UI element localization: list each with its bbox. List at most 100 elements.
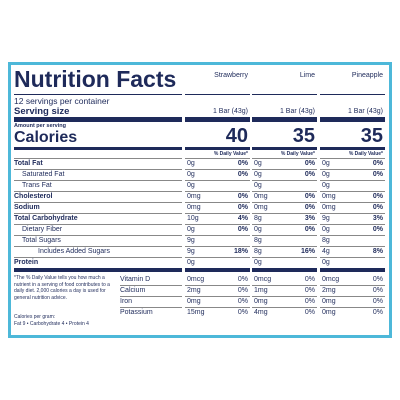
nutrition-label: Nutrition Facts Strawberry Lime Pineapple 12… bbox=[8, 62, 392, 338]
amount: 9g bbox=[187, 237, 195, 244]
nutrient-name: Dietary Fiber bbox=[22, 226, 63, 233]
daily-value: 0% bbox=[237, 160, 248, 167]
daily-value: 0% bbox=[304, 309, 315, 316]
daily-value: 3% bbox=[304, 215, 315, 222]
rule bbox=[185, 202, 250, 203]
footnote: *The % Daily Value tells you how much a … bbox=[14, 275, 110, 301]
daily-value: 18% bbox=[233, 248, 248, 255]
amount-per-serving: Amount per serving bbox=[14, 123, 66, 129]
amount: 0g bbox=[322, 259, 330, 266]
calories-label: Calories bbox=[14, 129, 78, 146]
rule bbox=[14, 191, 182, 192]
daily-value: 3% bbox=[372, 215, 383, 222]
rule bbox=[185, 94, 250, 95]
amount: 0mg bbox=[322, 193, 336, 200]
rule bbox=[14, 235, 182, 236]
rule bbox=[14, 257, 182, 258]
rule bbox=[14, 117, 182, 122]
rule bbox=[120, 307, 182, 308]
daily-value: 16% bbox=[300, 248, 315, 255]
rule bbox=[14, 268, 182, 272]
amount: 0mg bbox=[254, 193, 268, 200]
rule bbox=[185, 246, 250, 247]
rule bbox=[185, 213, 250, 214]
amount: 0mg bbox=[322, 298, 336, 305]
rule bbox=[185, 191, 250, 192]
daily-value: 0% bbox=[372, 193, 383, 200]
daily-value: 0% bbox=[304, 204, 315, 211]
rule bbox=[252, 307, 317, 308]
daily-value: 0% bbox=[372, 298, 383, 305]
daily-value: 0% bbox=[372, 309, 383, 316]
amount: 0g bbox=[254, 259, 262, 266]
amount: 4mg bbox=[254, 309, 268, 316]
daily-value: 0% bbox=[304, 160, 315, 167]
rule bbox=[185, 268, 250, 272]
rule bbox=[185, 117, 250, 122]
flavor-header: Pineapple bbox=[351, 72, 383, 79]
rule bbox=[320, 257, 385, 258]
amount: 9g bbox=[322, 215, 330, 222]
vitamin-name: Iron bbox=[120, 298, 133, 305]
amount: 0mg bbox=[187, 193, 201, 200]
rule bbox=[320, 307, 385, 308]
rule bbox=[320, 224, 385, 225]
daily-value: 0% bbox=[372, 160, 383, 167]
amount: 0g bbox=[254, 160, 262, 167]
rule bbox=[14, 147, 182, 150]
rule bbox=[252, 180, 317, 181]
daily-value: 0% bbox=[304, 226, 315, 233]
rule bbox=[14, 180, 182, 181]
title: Nutrition Facts bbox=[14, 66, 177, 92]
rule bbox=[185, 180, 250, 181]
amount: 0mg bbox=[187, 204, 201, 211]
daily-value: 0% bbox=[304, 298, 315, 305]
amount: 8g bbox=[254, 237, 262, 244]
rule bbox=[252, 224, 317, 225]
amount: 9g bbox=[187, 248, 195, 255]
daily-value: 8% bbox=[372, 248, 383, 255]
rule bbox=[185, 296, 250, 297]
daily-value: 0% bbox=[304, 171, 315, 178]
rule bbox=[320, 268, 385, 272]
rule bbox=[320, 117, 385, 122]
nutrient-name: Total Sugars bbox=[22, 237, 61, 244]
amount: 0g bbox=[187, 171, 195, 178]
amount: 4g bbox=[322, 248, 330, 255]
rule bbox=[14, 158, 182, 159]
rule bbox=[14, 169, 182, 170]
amount: 0g bbox=[322, 171, 330, 178]
daily-value: 0% bbox=[237, 204, 248, 211]
dv-header: % Daily Value* bbox=[213, 151, 248, 157]
rule bbox=[320, 202, 385, 203]
calories-per-gram: Calories per gram: bbox=[14, 314, 56, 320]
rule bbox=[14, 246, 182, 247]
rule bbox=[185, 307, 250, 308]
amount: 0g bbox=[254, 171, 262, 178]
rule bbox=[320, 147, 385, 150]
rule bbox=[320, 246, 385, 247]
rule bbox=[252, 147, 317, 150]
amount: 8g bbox=[322, 237, 330, 244]
daily-value: 0% bbox=[237, 193, 248, 200]
rule bbox=[185, 158, 250, 159]
rule bbox=[252, 117, 317, 122]
dv-header: % Daily Value* bbox=[280, 151, 315, 157]
rule bbox=[14, 224, 182, 225]
daily-value: 0% bbox=[237, 276, 248, 283]
daily-value: 0% bbox=[237, 226, 248, 233]
amount: 2mg bbox=[322, 287, 336, 294]
daily-value: 0% bbox=[304, 287, 315, 294]
amount: 8g bbox=[254, 215, 262, 222]
daily-value: 0% bbox=[372, 226, 383, 233]
nutrient-name: Sodium bbox=[14, 204, 40, 211]
rule bbox=[185, 147, 250, 150]
daily-value: 0% bbox=[237, 287, 248, 294]
rule bbox=[120, 296, 182, 297]
rule bbox=[320, 296, 385, 297]
daily-value: 0% bbox=[372, 287, 383, 294]
amount: 10g bbox=[187, 215, 199, 222]
amount: 0mg bbox=[322, 204, 336, 211]
nutrient-name: Trans Fat bbox=[22, 182, 52, 189]
nutrient-name: Cholesterol bbox=[14, 193, 53, 200]
